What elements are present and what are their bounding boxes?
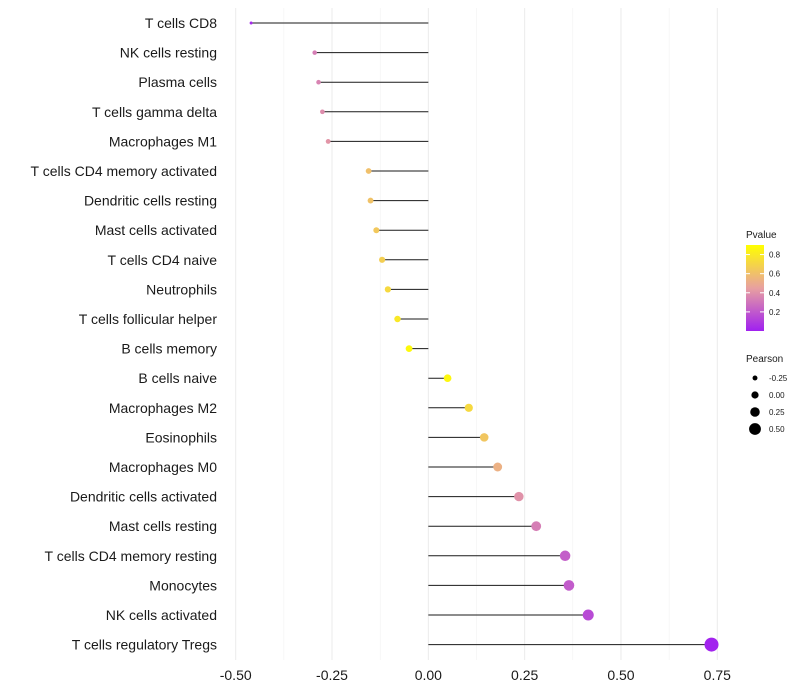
pvalue-legend-title: Pvalue [746, 230, 777, 241]
x-tick-label: 0.00 [415, 667, 442, 683]
lollipop-point [531, 521, 542, 532]
lollipop-point [405, 345, 413, 352]
category-label: Macrophages M0 [109, 459, 217, 475]
lollipop-point [373, 227, 380, 234]
category-label: Eosinophils [145, 429, 217, 445]
lollipop-point [514, 491, 524, 502]
lollipop-point [464, 403, 473, 412]
x-tick-label: 0.75 [704, 667, 731, 683]
lollipop-point [559, 550, 571, 562]
pearson-legend: Pearson -0.25 0.00 0.25 0.50 [746, 354, 788, 435]
category-label: T cells CD4 memory resting [45, 548, 217, 564]
stems-layer [251, 22, 712, 646]
category-label: NK cells activated [106, 607, 217, 623]
category-label: T cells CD4 naive [108, 252, 218, 268]
lollipop-point [367, 197, 374, 204]
category-label: Mast cells activated [95, 222, 217, 238]
category-label: T cells gamma delta [92, 104, 217, 120]
lollipop-point [563, 580, 575, 591]
pvalue-colorbar [746, 245, 764, 331]
size-legend-label: 0.25 [769, 408, 785, 417]
category-label: Mast cells resting [109, 518, 217, 534]
size-legend-point [750, 407, 760, 417]
lollipop-point [479, 433, 489, 442]
colorbar-tick-label: 0.4 [769, 289, 781, 298]
lollipop-point [379, 256, 386, 263]
size-legend-label: 0.50 [769, 425, 785, 434]
category-label: B cells naive [138, 370, 217, 386]
category-label: Dendritic cells activated [70, 489, 217, 505]
category-label: NK cells resting [120, 45, 217, 61]
lollipop-point [249, 21, 253, 25]
category-label: Monocytes [149, 577, 217, 593]
lollipop-point [320, 109, 325, 115]
size-legend-label: -0.25 [769, 374, 788, 383]
colorbar-tick-label: 0.6 [769, 270, 781, 279]
x-tick-label: -0.50 [220, 667, 252, 683]
lollipop-point [443, 374, 452, 383]
lollipop-point [312, 50, 317, 55]
category-label: Neutrophils [146, 281, 217, 297]
category-label: Macrophages M1 [109, 133, 217, 149]
lollipop-point [493, 462, 503, 472]
size-legend-point [749, 423, 761, 435]
colorbar-tick-label: 0.2 [769, 308, 781, 317]
category-label: Dendritic cells resting [84, 193, 217, 209]
lollipop-point [582, 609, 594, 621]
category-label: T cells CD4 memory activated [31, 163, 217, 179]
x-axis-tick-labels: -0.50 -0.25 0.00 0.25 0.50 0.75 [220, 667, 731, 683]
x-tick-label: -0.25 [316, 667, 348, 683]
category-label: T cells regulatory Tregs [72, 637, 217, 653]
lollipop-point [384, 286, 392, 293]
size-legend-label: 0.00 [769, 391, 785, 400]
lollipop-point [704, 637, 719, 652]
lollipop-point [316, 79, 321, 85]
size-legend-point [752, 375, 758, 381]
lollipop-point [365, 168, 372, 174]
category-label: T cells follicular helper [79, 311, 218, 327]
category-label: Macrophages M2 [109, 400, 217, 416]
category-label: B cells memory [121, 341, 217, 357]
category-labels: T cells CD8 NK cells resting Plasma cells T… [31, 15, 218, 653]
colorbar-tick-label: 0.8 [769, 251, 781, 260]
pvalue-legend: Pvalue 0.2 0.4 0.6 0.8 [746, 230, 781, 331]
grid-layer [235, 8, 718, 660]
x-tick-label: 0.25 [511, 667, 538, 683]
lollipop-point [325, 138, 331, 144]
pearson-legend-title: Pearson [746, 354, 783, 365]
lollipop-point [394, 315, 401, 323]
category-label: Plasma cells [138, 74, 217, 90]
size-legend-point [751, 391, 759, 399]
category-label: T cells CD8 [145, 15, 217, 31]
x-tick-label: 0.50 [607, 667, 634, 683]
points-layer [249, 21, 719, 652]
